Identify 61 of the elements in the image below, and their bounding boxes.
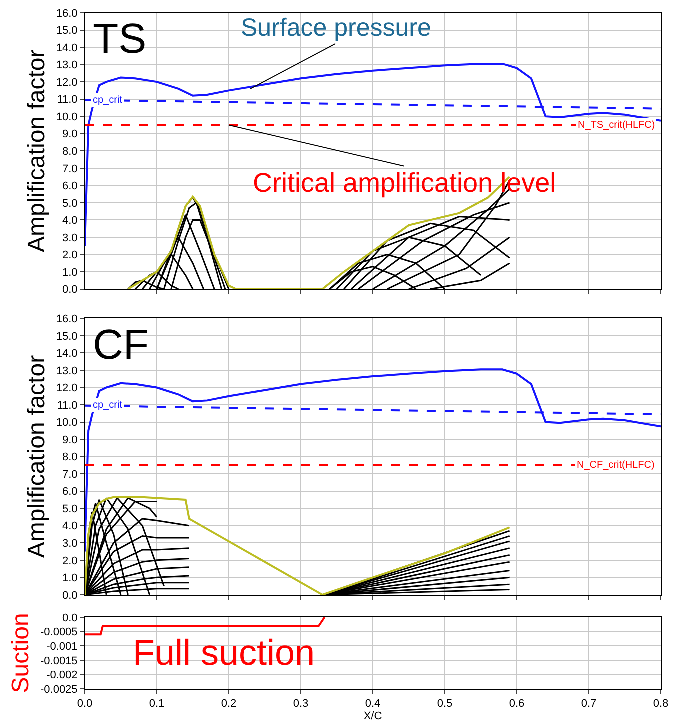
y-tick-label: 7.0 xyxy=(62,163,78,176)
y-tick-label: -0.0005 xyxy=(40,626,78,639)
y-tick-label: 5.0 xyxy=(62,198,78,210)
y-tick-label: 5.0 xyxy=(62,503,78,516)
y-tick-label: 1.0 xyxy=(62,572,78,585)
y-tick-label: -0.0025 xyxy=(40,684,78,696)
y-tick-label: 16.0 xyxy=(56,314,78,326)
x-tick-label: 0.4 xyxy=(365,698,381,710)
x-tick-label: 0.3 xyxy=(293,698,309,710)
y-tick-label: 15.0 xyxy=(56,330,78,343)
y-tick-label: 10.0 xyxy=(56,417,78,430)
y-tick-label: 0.0 xyxy=(62,590,78,602)
x-tick-label: 0.7 xyxy=(581,698,597,710)
series-label: cp_crit xyxy=(93,95,123,106)
y-tick-label: 4.0 xyxy=(62,520,78,533)
y-tick-label: 16.0 xyxy=(56,8,78,20)
y-tick-label: 9.0 xyxy=(62,128,78,141)
y-tick-label: 13.0 xyxy=(56,60,78,72)
ref-line-label: N_CF_crit(HLFC) xyxy=(577,460,655,471)
y-tick-label: 4.0 xyxy=(62,215,78,228)
y-tick-label: 11.0 xyxy=(57,94,78,106)
y-tick-label: 3.0 xyxy=(62,232,78,244)
y-tick-label: 7.0 xyxy=(62,468,78,481)
x-tick-label: 0.2 xyxy=(221,698,237,710)
x-tick-label: 0.6 xyxy=(509,698,525,710)
x-axis-title: X/C xyxy=(364,710,382,722)
y-tick-label: 14.0 xyxy=(56,42,78,54)
x-tick-label: 0.0 xyxy=(77,698,93,710)
y-tick-label: 2.0 xyxy=(62,250,78,262)
y-axis-title: Suction xyxy=(8,613,35,694)
x-tick-label: 0.8 xyxy=(653,698,669,710)
annotation: Full suction xyxy=(133,632,316,673)
y-tick-label: 8.0 xyxy=(62,452,78,464)
y-tick-label: -0.001 xyxy=(46,640,78,653)
x-tick-label: 0.5 xyxy=(437,698,453,710)
y-tick-label: 9.0 xyxy=(62,434,78,446)
y-tick-label: 6.0 xyxy=(62,486,78,498)
annotation: Surface pressure xyxy=(241,14,432,42)
y-tick-label: -0.0015 xyxy=(40,655,78,668)
y-axis-title: Amplification factor xyxy=(23,50,50,253)
ref-line-label: N_TS_crit(HLFC) xyxy=(578,120,656,131)
y-axis-title: Amplification factor xyxy=(23,355,50,558)
y-tick-label: 12.0 xyxy=(56,76,78,89)
x-tick-label: 0.1 xyxy=(149,698,165,710)
annotation: CF xyxy=(93,321,149,368)
y-tick-label: 1.0 xyxy=(62,266,78,279)
y-tick-label: 3.0 xyxy=(62,538,78,550)
y-tick-label: 14.0 xyxy=(56,348,78,360)
y-tick-label: 2.0 xyxy=(62,555,78,568)
y-tick-label: 8.0 xyxy=(62,146,78,158)
annotation: TS xyxy=(93,15,147,62)
y-tick-label: 10.0 xyxy=(56,111,78,124)
y-tick-label: 15.0 xyxy=(56,25,78,38)
y-tick-label: 6.0 xyxy=(62,180,78,193)
series-label: cp_crit xyxy=(93,400,123,411)
y-tick-label: 11.0 xyxy=(57,400,78,412)
y-tick-label: -0.002 xyxy=(46,670,78,682)
y-tick-label: 13.0 xyxy=(56,365,78,378)
y-tick-label: 0.0 xyxy=(62,612,78,624)
y-tick-label: 0.0 xyxy=(62,284,78,296)
y-tick-label: 12.0 xyxy=(56,382,78,395)
